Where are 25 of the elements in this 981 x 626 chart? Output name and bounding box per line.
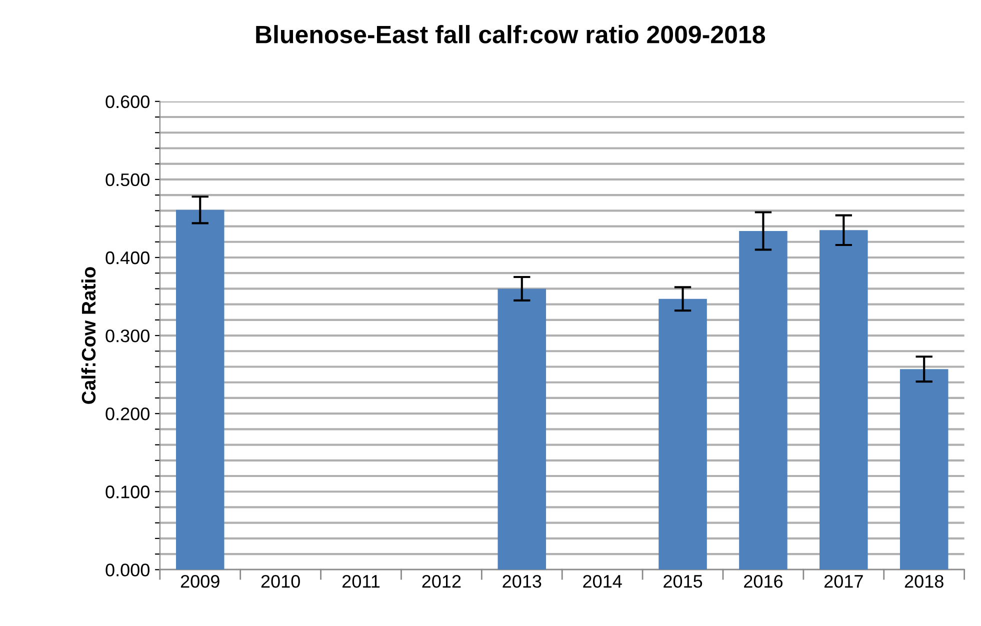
bar: [820, 230, 868, 570]
x-tick-label: 2015: [664, 575, 702, 588]
x-tick-label: 2017: [824, 575, 863, 588]
bar: [176, 210, 224, 570]
y-tick-label: 0.500: [106, 173, 150, 186]
bar: [658, 298, 707, 570]
y-tick-label: 0.400: [106, 251, 150, 264]
y-tick-label: 0.000: [106, 564, 150, 576]
y-tick-label: 0.100: [106, 486, 150, 498]
x-tick-label: 2009: [180, 575, 220, 588]
x-tick-label: 2012: [422, 575, 461, 588]
bar: [739, 230, 788, 570]
y-tick-label: 0.200: [106, 408, 150, 420]
y-tick-label: 0.300: [106, 329, 150, 342]
chart-title: Bluenose-East fall calf:cow ratio 2009-2018: [256, 25, 766, 44]
x-tick-label: 2018: [904, 575, 944, 588]
x-tick-label: 2010: [261, 575, 300, 588]
x-tick-label: 2013: [502, 575, 542, 588]
x-tick-label: 2016: [744, 575, 783, 588]
bar: [498, 288, 546, 570]
y-tick-label: 0.600: [106, 95, 150, 108]
x-tick-label: 2014: [583, 575, 622, 588]
bar: [900, 369, 948, 570]
x-tick-label: 2011: [342, 575, 380, 588]
y-axis-title: Calf:Cow Ratio: [81, 267, 96, 404]
